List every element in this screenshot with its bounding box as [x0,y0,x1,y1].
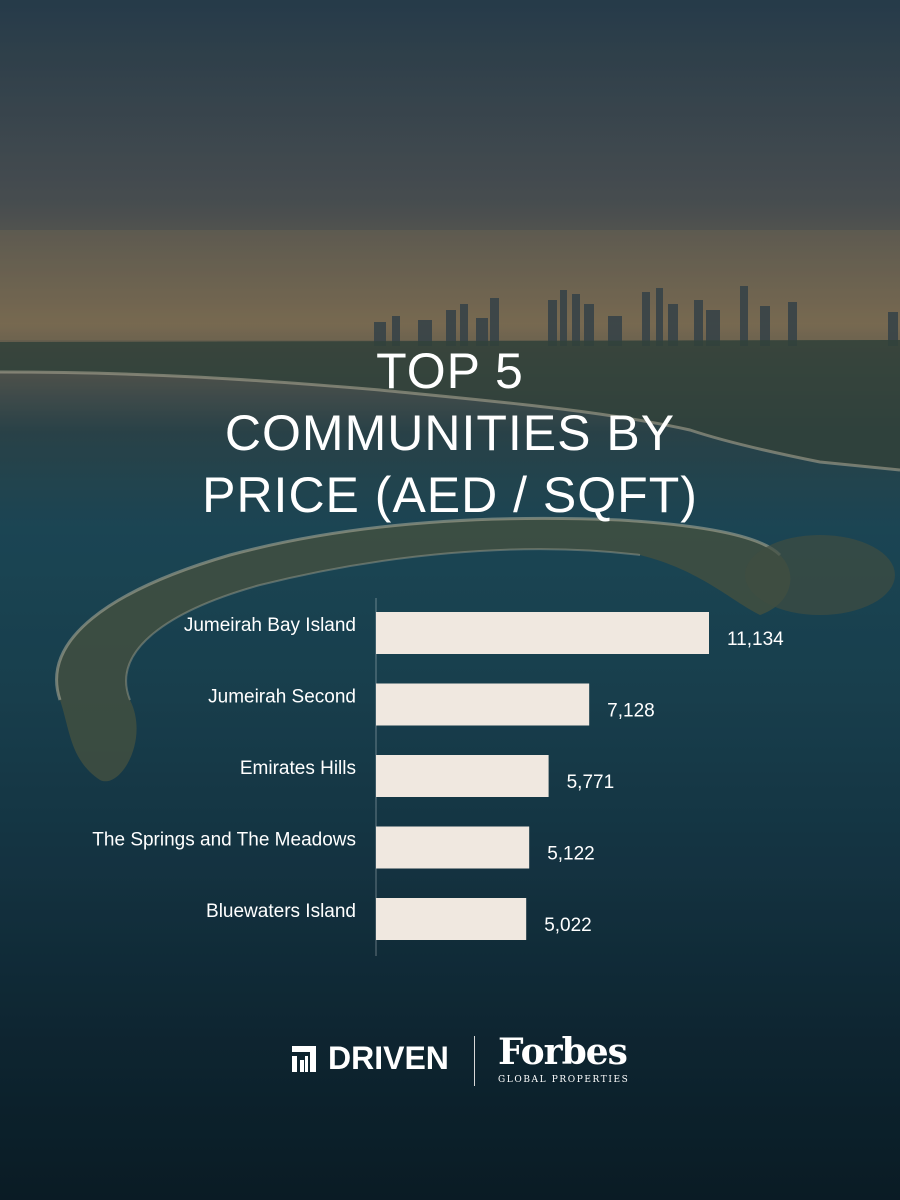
driven-logo: DRIVEN [290,1040,449,1077]
logo-divider [474,1036,475,1086]
bar [376,755,549,797]
forbes-logo: Forbes GLOBAL PROPERTIES [498,1034,629,1085]
category-label: Bluewaters Island [206,901,356,922]
title-line-1: TOP 5 [376,343,524,399]
bar [376,612,709,654]
category-label: Emirates Hills [240,758,356,779]
footer-logos: DRIVEN Forbes GLOBAL PROPERTIES [0,1030,900,1100]
title-line-3: PRICE (AED / SQFT) [202,467,698,523]
bar [376,826,530,869]
title-line-2: COMMUNITIES BY [224,405,676,461]
value-label: 5,771 [567,772,615,793]
forbes-subtitle: GLOBAL PROPERTIES [498,1075,630,1085]
forbes-wordmark: Forbes [498,1031,628,1073]
category-label: Jumeirah Second [208,687,356,708]
category-label: Jumeirah Bay Island [184,615,356,636]
bar [376,898,527,940]
bar [376,683,590,726]
driven-wordmark: DRIVEN [328,1040,449,1076]
chart-title: TOP 5 COMMUNITIES BY PRICE (AED / SQFT) [0,340,900,526]
value-label: 5,022 [544,915,592,936]
category-label: The Springs and The Meadows [92,830,356,851]
driven-logo-icon [292,1045,316,1072]
value-label: 5,122 [547,844,595,865]
value-label: 11,134 [727,629,784,650]
value-label: 7,128 [607,701,655,722]
